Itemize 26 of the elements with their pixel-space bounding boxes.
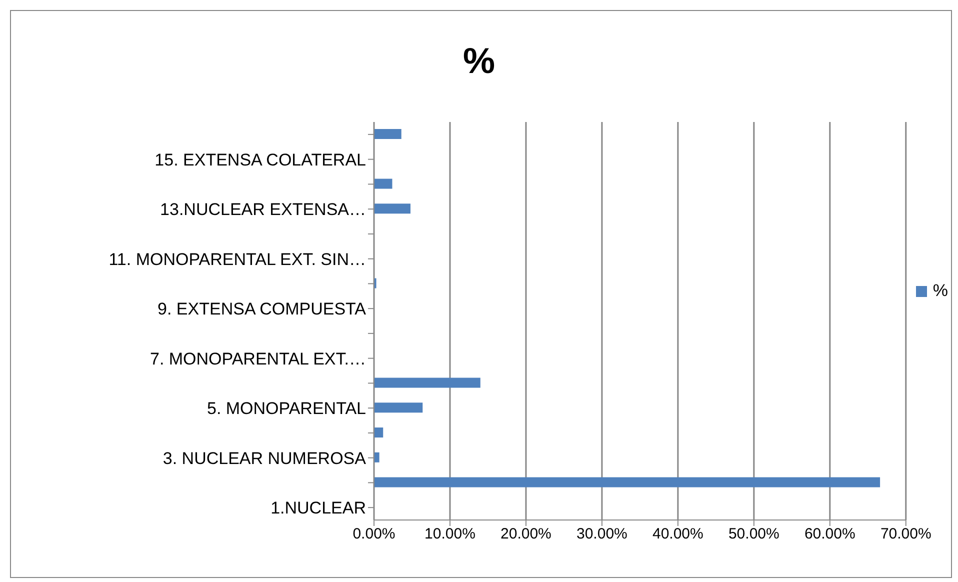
x-tick-label: 30.00%: [576, 526, 628, 543]
y-tick-label: 11. MONOPARENTAL EXT. SIN…: [108, 250, 366, 269]
bar: [374, 204, 410, 214]
y-tick-label: 7. MONOPARENTAL EXT.…: [150, 349, 366, 368]
y-tick-label: 5. MONOPARENTAL: [206, 399, 366, 418]
y-tick-label: 9. EXTENSA COMPUESTA: [158, 300, 367, 319]
bar: [374, 402, 423, 413]
x-tick-label: 0.00%: [352, 526, 396, 543]
x-tick-label: 70.00%: [880, 526, 932, 543]
x-tick-label: 40.00%: [652, 526, 704, 543]
x-tick-label: 20.00%: [500, 526, 552, 543]
bar: [374, 428, 384, 438]
bar: [374, 477, 880, 488]
y-tick-label: 13.NUCLEAR EXTENSA…: [160, 200, 366, 220]
bar: [374, 178, 392, 189]
y-tick-label: 15. EXTENSA COLATERAL: [154, 150, 366, 170]
y-tick-label: 3. NUCLEAR NUMEROSA: [162, 448, 367, 468]
legend-label: %: [932, 281, 948, 301]
bar: [374, 378, 480, 388]
x-tick-label: 60.00%: [804, 526, 856, 543]
x-tick-label: 10.00%: [424, 526, 476, 543]
chart-title: %: [462, 40, 496, 82]
bar: [374, 452, 380, 462]
x-tick-label: 50.00%: [728, 526, 780, 543]
bar: [374, 129, 402, 139]
y-tick-label: 1.NUCLEAR: [270, 498, 366, 518]
